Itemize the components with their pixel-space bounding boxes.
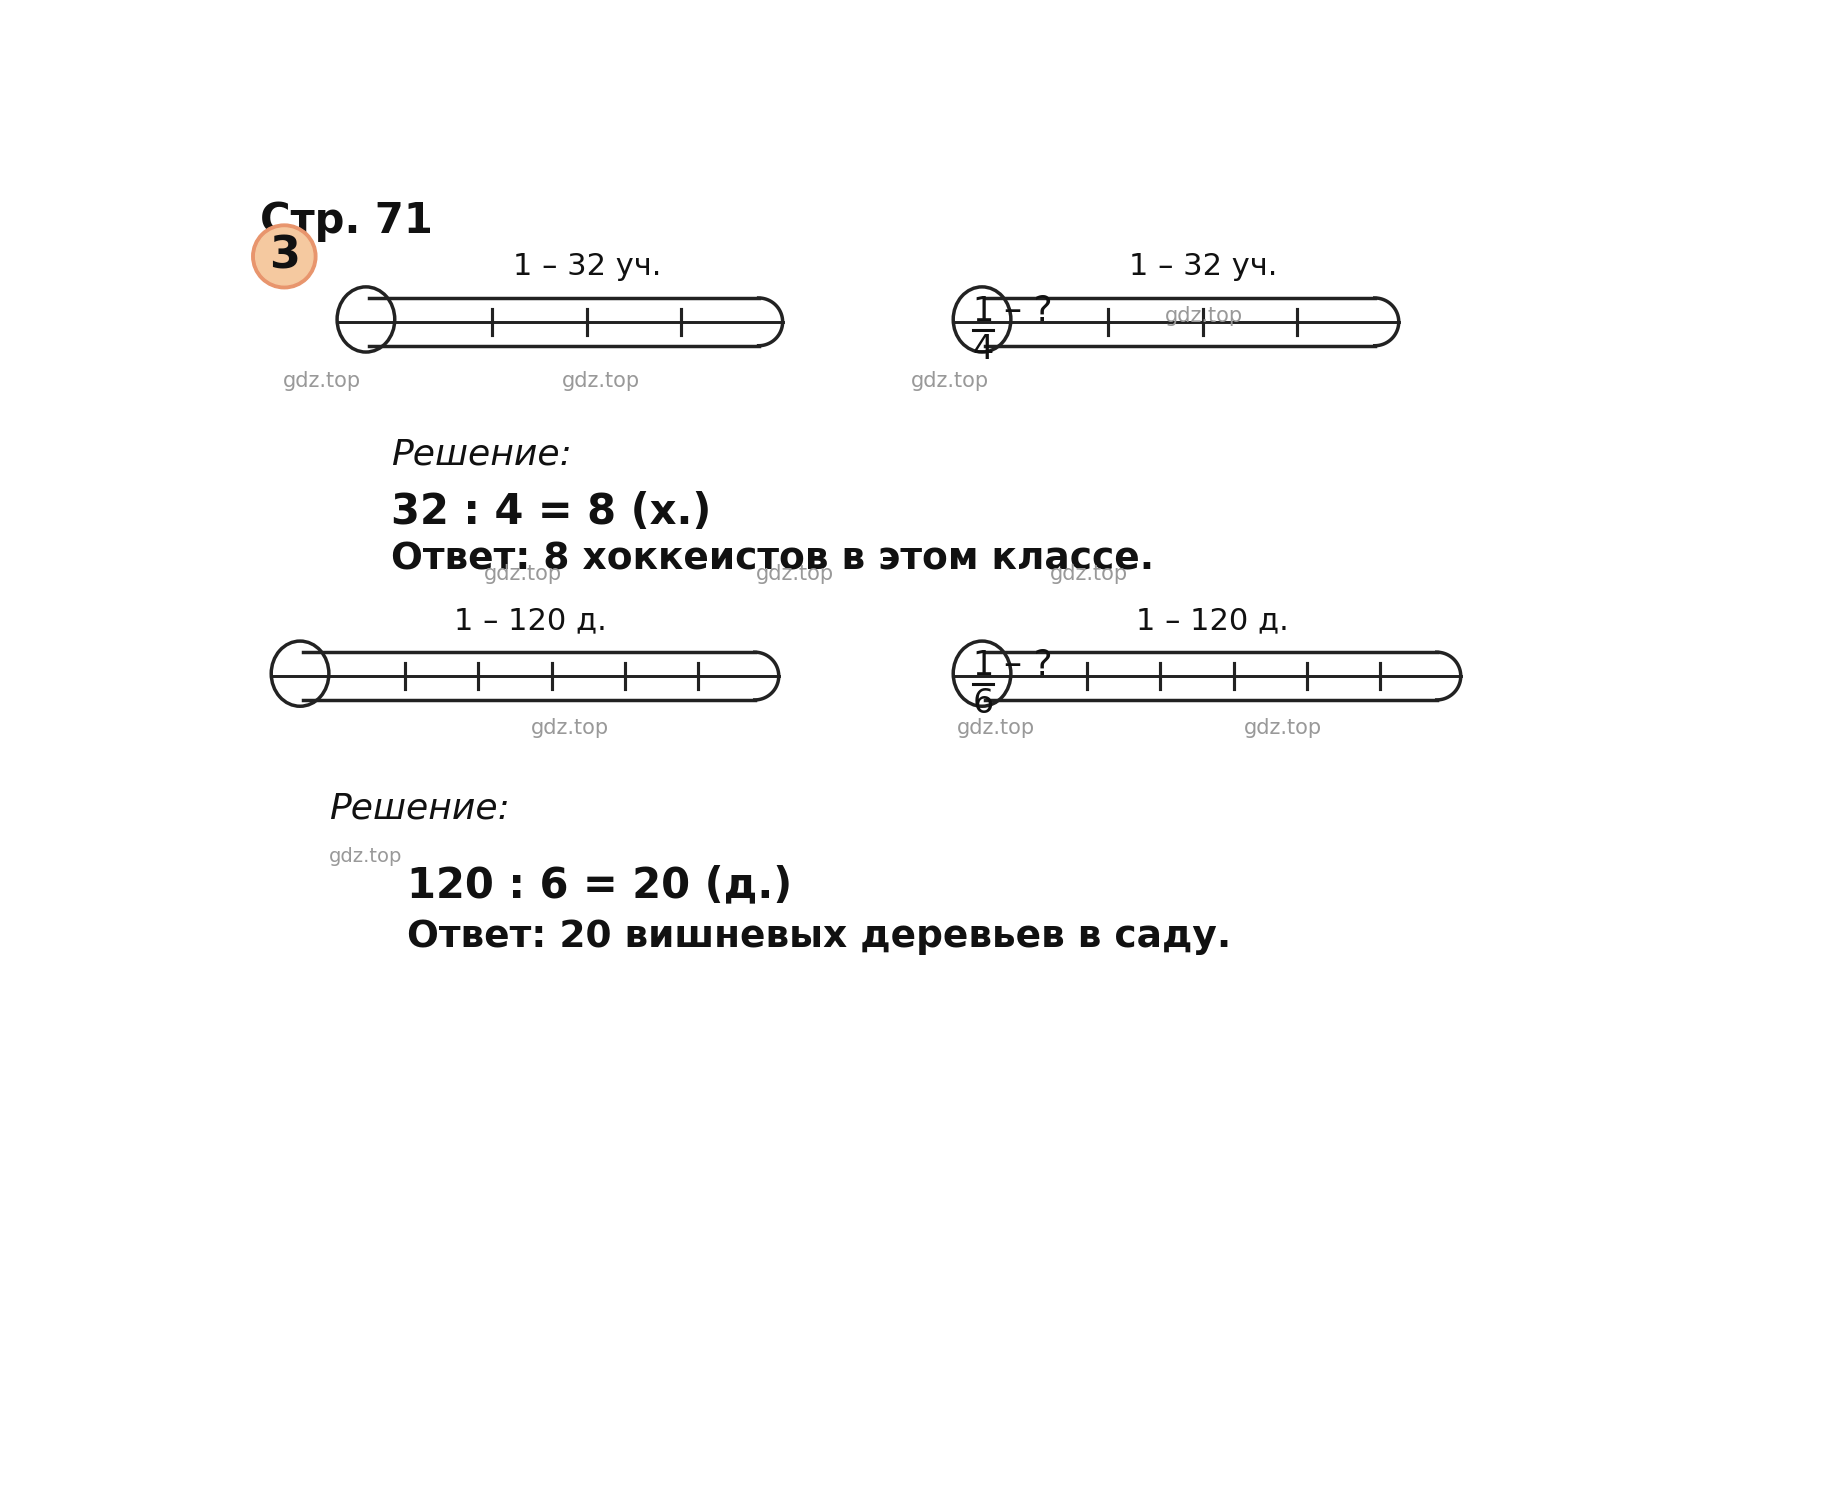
Circle shape — [256, 227, 313, 286]
Text: Стр. 71: Стр. 71 — [260, 200, 433, 242]
Text: gdz.top: gdz.top — [1049, 564, 1128, 585]
Text: gdz.top: gdz.top — [755, 564, 834, 585]
Text: 6: 6 — [972, 686, 994, 719]
Text: 3: 3 — [269, 235, 300, 278]
Text: 1 – 120 д.: 1 – 120 д. — [455, 607, 607, 635]
Text: gdz.top: gdz.top — [561, 371, 640, 392]
Text: gdz.top: gdz.top — [910, 371, 989, 392]
Text: Ответ: 8 хоккеистов в этом классе.: Ответ: 8 хоккеистов в этом классе. — [391, 541, 1153, 577]
Text: 120 : 6 = 20 (д.): 120 : 6 = 20 (д.) — [408, 864, 792, 906]
Text: gdz.top: gdz.top — [1243, 718, 1322, 739]
Circle shape — [252, 224, 316, 289]
Text: 1: 1 — [972, 649, 994, 682]
Text: Ответ: 20 вишневых деревьев в саду.: Ответ: 20 вишневых деревьев в саду. — [408, 918, 1230, 955]
Text: gdz.top: gdz.top — [484, 564, 563, 585]
Text: 32 : 4 = 8 (х.): 32 : 4 = 8 (х.) — [391, 492, 711, 534]
Text: 1 – 32 уч.: 1 – 32 уч. — [1130, 253, 1278, 281]
Text: gdz.top: gdz.top — [958, 718, 1035, 739]
Text: 4: 4 — [972, 332, 994, 366]
Text: gdz.top: gdz.top — [530, 718, 609, 739]
Text: 1 – 120 д.: 1 – 120 д. — [1137, 607, 1289, 635]
Text: 1 – 32 уч.: 1 – 32 уч. — [514, 253, 662, 281]
Text: Решение:: Решение: — [391, 438, 572, 471]
Text: gdz.top: gdz.top — [283, 371, 360, 392]
Text: gdz.top: gdz.top — [329, 848, 402, 866]
Text: gdz.top: gdz.top — [1164, 305, 1243, 326]
Text: – ?: – ? — [1004, 295, 1053, 327]
Text: Решение:: Решение: — [329, 791, 510, 825]
Text: 1: 1 — [972, 295, 994, 327]
Text: – ?: – ? — [1004, 649, 1053, 682]
